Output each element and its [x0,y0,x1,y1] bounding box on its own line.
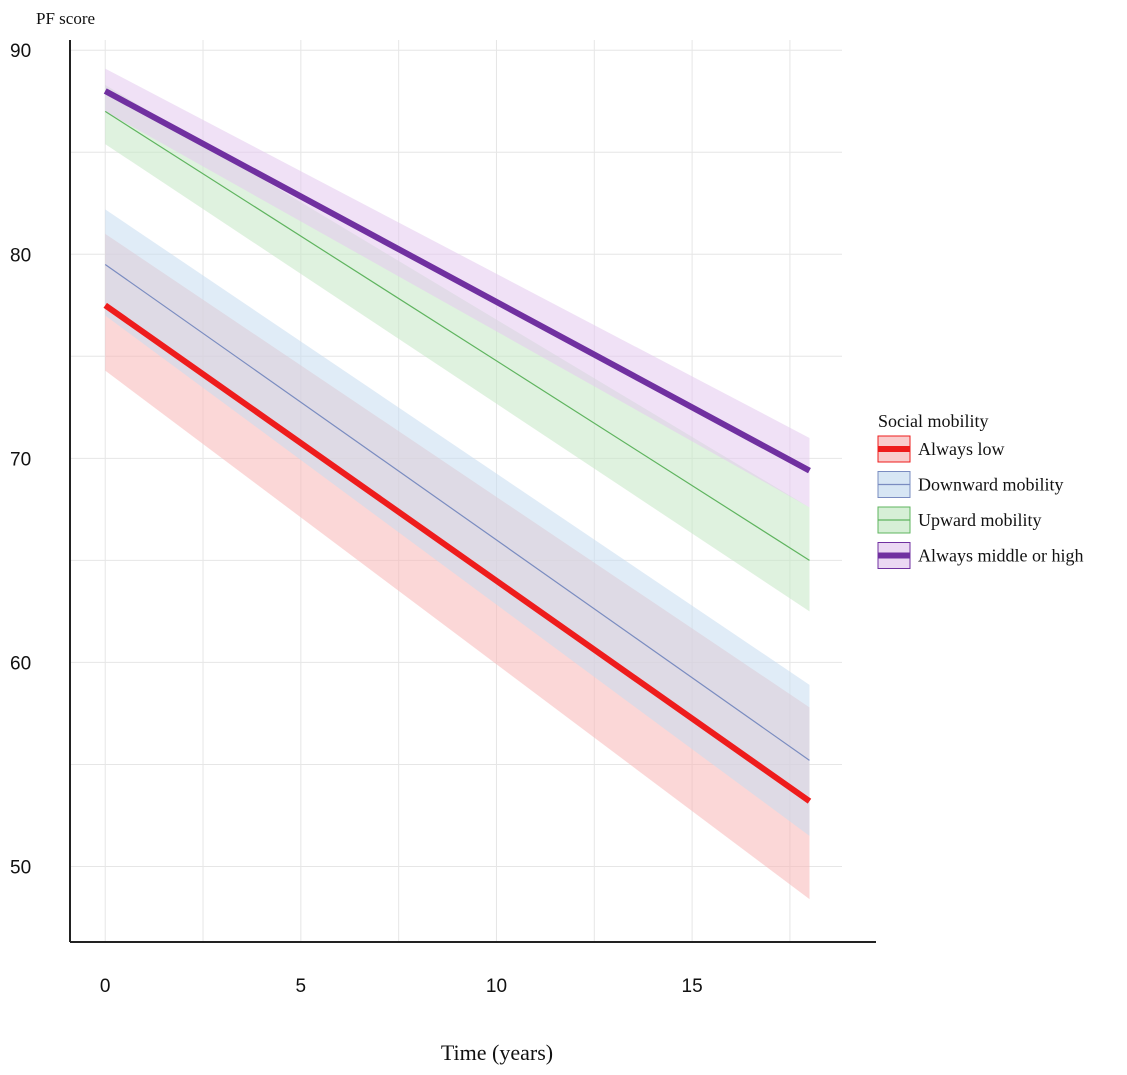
legend-label-always-low: Always low [918,439,1005,459]
x-tick-label-1: 5 [296,976,307,997]
y-tick-label-1: 60 [10,653,31,674]
legend: Social mobility Always low Downward mobil… [877,411,1083,569]
series-lines [103,88,812,804]
confidence-bands [105,68,810,900]
line-always-low [103,302,812,804]
legend-label-always-middle-or-high: Always middle or high [918,546,1083,566]
legend-label-upward-mobility: Upward mobility [918,510,1042,530]
line-upward-mobility [104,110,810,561]
y-tick-label-2: 70 [10,449,31,470]
y-tick-label-3: 80 [10,245,31,266]
legend-label-downward-mobility: Downward mobility [918,475,1064,495]
line-always-middle-or-high [103,88,811,474]
band-always-middle-or-high [105,68,810,508]
x-tick-label-0: 0 [100,976,111,997]
x-tick-label-3: 15 [682,976,703,997]
axes [69,40,876,943]
band-upward-mobility [105,84,810,612]
legend-title: Social mobility [878,411,989,431]
tick-labels: 0 5 10 15 50 60 70 80 90 [10,41,703,997]
x-tick-label-2: 10 [486,976,507,997]
y-tick-label-4: 90 [10,41,31,62]
x-axis-title: Time (years) [441,1040,553,1065]
y-tick-label-0: 50 [10,857,31,878]
line-downward-mobility [104,263,810,761]
y-axis-title: PF score [36,9,95,28]
